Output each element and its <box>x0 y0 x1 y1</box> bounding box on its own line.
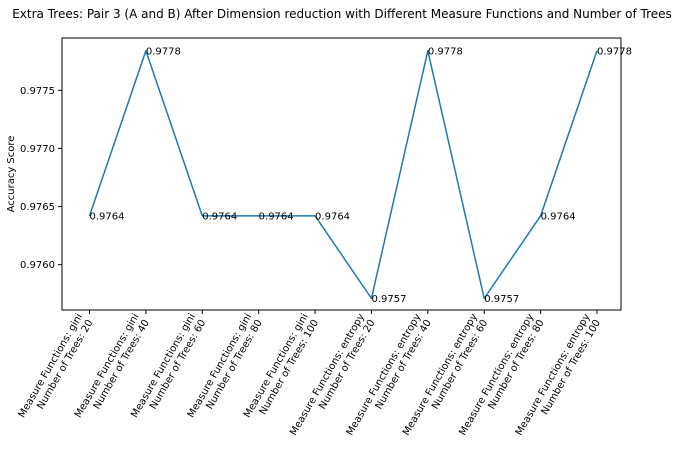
data-label: 0.9764 <box>259 211 294 222</box>
data-label: 0.9778 <box>428 46 463 57</box>
y-tick-label: 0.9765 <box>20 202 55 213</box>
y-axis: 0.9760 0.9765 0.9770 0.9775 <box>20 86 62 271</box>
data-label: 0.9764 <box>315 211 350 222</box>
y-tick-label: 0.9775 <box>20 86 55 97</box>
data-label: 0.9764 <box>90 211 125 222</box>
plot-area-frame <box>61 37 622 311</box>
series-line <box>88 50 598 300</box>
data-label: 0.9764 <box>202 211 237 222</box>
data-label: 0.9764 <box>541 211 576 222</box>
chart-title: Extra Trees: Pair 3 (A and B) After Dime… <box>12 7 672 21</box>
y-axis-label: Accuracy Score <box>6 136 17 213</box>
y-tick-label: 0.9770 <box>20 144 55 155</box>
data-label: 0.9778 <box>146 46 181 57</box>
series-group <box>88 50 598 300</box>
y-tick-label: 0.9760 <box>20 260 55 271</box>
x-tick-label-line: Measure Functions: gini <box>17 312 86 420</box>
data-label: 0.9757 <box>484 294 519 305</box>
data-labels: 0.9764 0.9778 0.9764 0.9764 0.9764 0.9757 0.97… <box>90 46 633 305</box>
data-label: 0.9757 <box>371 294 406 305</box>
data-label: 0.9778 <box>597 46 632 57</box>
